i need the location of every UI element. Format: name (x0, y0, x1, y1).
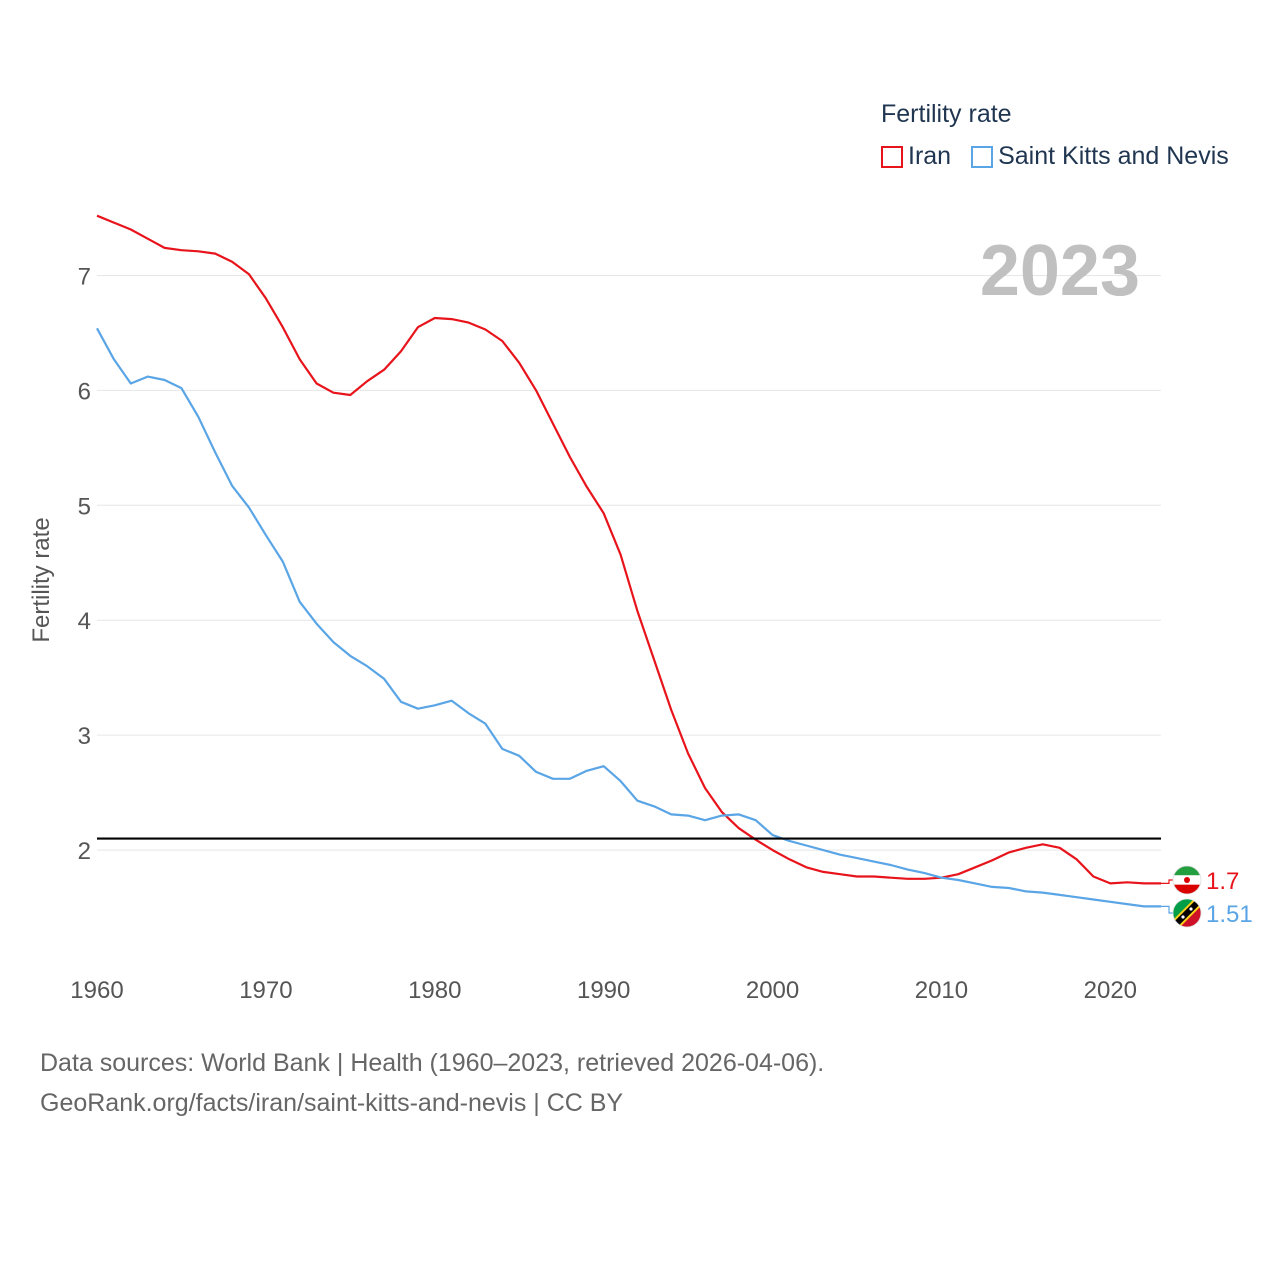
flag-iran (1172, 865, 1202, 895)
y-tick-label-4: 4 (78, 608, 91, 635)
flag-stripe-black (1173, 899, 1201, 927)
flag-band-red (1173, 884, 1201, 894)
x-tick-label-1960: 1960 (70, 977, 123, 1004)
x-tick-label-1990: 1990 (577, 977, 630, 1004)
end-markers: 1.7 1.51 (1161, 865, 1253, 928)
x-tick-label-1980: 1980 (408, 977, 461, 1004)
year-label: 2023 (979, 231, 1140, 311)
y-tick-label-6: 6 (78, 378, 91, 405)
end-connector-iran (1161, 879, 1173, 885)
end-connector-saint-kitts-and-nevis (1161, 905, 1173, 914)
y-axis-ticks: 2 3 4 5 6 7 (78, 263, 91, 865)
x-tick-label-2000: 2000 (746, 977, 799, 1004)
series-line-iran (96, 214, 1161, 885)
flag-body-iran (1173, 866, 1201, 894)
y-tick-label-3: 3 (78, 723, 91, 750)
legend-swatch-saint-kitts-and-nevis (971, 145, 994, 168)
flag-star-1 (1181, 915, 1185, 919)
end-value-label-saint-kitts-and-nevis: 1.51 (1206, 901, 1253, 928)
legend-item-saint-kitts-and-nevis[interactable]: Saint Kitts and Nevis (971, 142, 1229, 171)
y-tick-label-2: 2 (78, 838, 91, 865)
x-tick-label-1970: 1970 (239, 977, 292, 1004)
legend-label-iran: Iran (908, 142, 952, 170)
legend-label-saint-kitts-and-nevis: Saint Kitts and Nevis (998, 142, 1229, 170)
legend: Iran Saint Kitts and Nevis (881, 142, 1249, 171)
grid-lines (97, 274, 1161, 851)
flag-band-green (1173, 866, 1201, 876)
flag-star-2 (1189, 907, 1193, 911)
legend-title: Fertility rate (881, 100, 1012, 128)
footer: Data sources: World Bank | Health (1960–… (40, 1043, 824, 1123)
flag-ring-iran (1172, 865, 1202, 895)
flag-body-saint-kitts-and-nevis (1173, 899, 1201, 927)
x-tick-label-2010: 2010 (915, 977, 968, 1004)
legend-swatch-iran (881, 145, 903, 168)
footer-link[interactable]: GeoRank.org/facts/iran/saint-kitts-and-n… (40, 1089, 624, 1117)
footer-sources: Data sources: World Bank | Health (1960–… (40, 1049, 825, 1077)
series-line-saint-kitts-and-nevis (96, 327, 1161, 908)
x-tick-label-2020: 2020 (1084, 977, 1137, 1004)
legend-item-iran[interactable]: Iran (881, 142, 951, 171)
flag-emblem (1184, 877, 1190, 883)
y-tick-label-7: 7 (78, 263, 91, 290)
y-tick-label-5: 5 (78, 493, 91, 520)
series-lines (96, 214, 1161, 908)
end-value-label-iran: 1.7 (1206, 868, 1239, 895)
flag-ring-saint-kitts-and-nevis (1172, 898, 1202, 928)
x-axis-ticks: 1960 1970 1980 1990 2000 2010 2020 (70, 977, 1137, 1004)
flag-saint-kitts-and-nevis (1172, 898, 1202, 928)
y-axis-label: Fertility rate (28, 517, 55, 643)
